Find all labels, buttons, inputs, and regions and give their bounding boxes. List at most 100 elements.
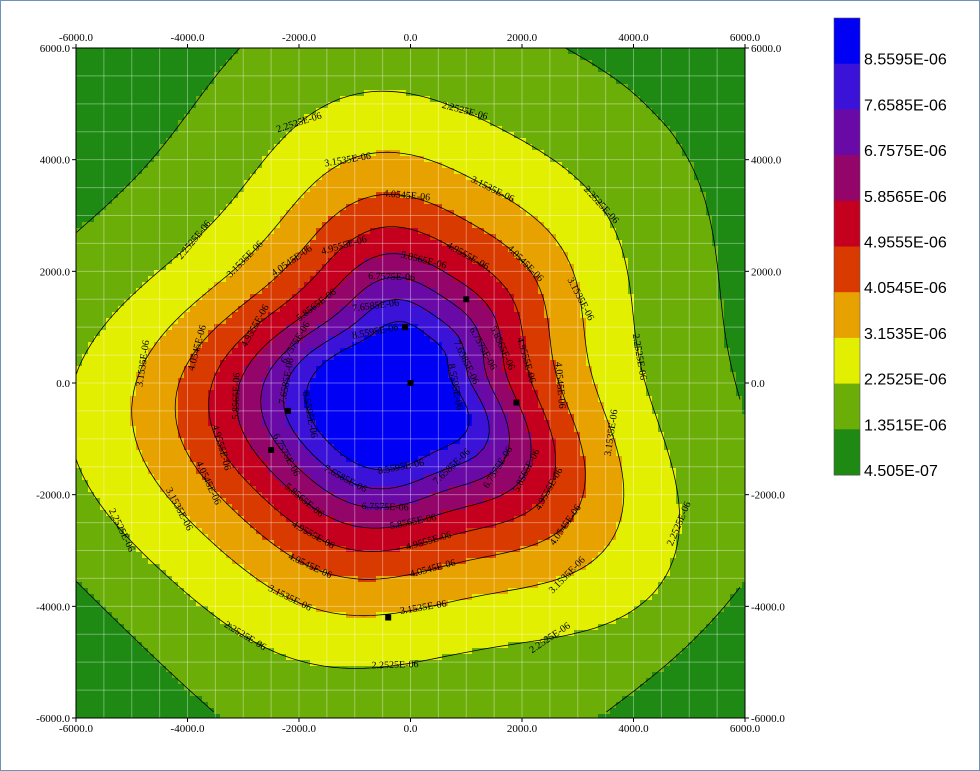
y-tick-label-right: -2000.0 (751, 490, 785, 502)
fill-band (544, 498, 581, 505)
fill-band (76, 294, 131, 301)
fill-band (316, 180, 479, 187)
fill-band (526, 348, 551, 355)
fill-band (520, 402, 539, 409)
fill-band (322, 462, 359, 469)
fill-band (190, 450, 227, 457)
fill-band (178, 390, 209, 397)
fill-band (178, 318, 227, 325)
fill-band (580, 432, 611, 439)
fill-band (76, 666, 167, 673)
fill-band (538, 582, 659, 589)
fill-band (442, 162, 563, 169)
fill-band (286, 324, 317, 331)
fill-band (478, 450, 509, 457)
fill-band (214, 216, 281, 223)
contour-line (236, 253, 532, 529)
fill-band (178, 384, 215, 391)
fill-band (538, 396, 563, 403)
fill-band (310, 378, 455, 385)
fill-band (178, 678, 647, 685)
fill-band (562, 396, 599, 403)
fill-band (514, 390, 539, 397)
fill-band (304, 498, 347, 505)
fill-band (244, 372, 269, 379)
fill-band (334, 288, 365, 295)
fill-band (676, 474, 745, 481)
fill-band (430, 234, 497, 241)
fill-band (136, 174, 251, 181)
fill-band (250, 360, 275, 367)
fill-band (106, 510, 185, 517)
fill-band (76, 396, 131, 403)
fill-band (550, 534, 617, 541)
fill-band (604, 414, 659, 421)
fill-band (280, 306, 311, 313)
fill-band (358, 198, 425, 205)
fill-band (700, 180, 745, 187)
fill-band (76, 144, 161, 151)
fill-band (76, 228, 203, 235)
fill-band (238, 390, 263, 397)
fill-band (442, 342, 461, 349)
fill-band (280, 444, 305, 451)
fill-band (526, 468, 557, 475)
fill-band (676, 486, 745, 493)
fill-band (292, 294, 329, 301)
legend-swatch (834, 337, 860, 385)
fill-band (622, 498, 677, 505)
fill-band (292, 126, 503, 133)
fill-band (280, 270, 317, 277)
fill-band (592, 366, 641, 373)
fill-band (652, 108, 745, 115)
fill-band (448, 360, 467, 367)
fill-band (544, 300, 581, 307)
fill-band (208, 606, 317, 613)
fill-band (466, 108, 653, 115)
fill-band (76, 252, 179, 259)
fill-band (238, 378, 263, 385)
fill-band (166, 666, 665, 673)
fill-band (172, 672, 653, 679)
fill-band (94, 216, 215, 223)
fill-band (718, 270, 745, 277)
fill-band (544, 306, 581, 313)
fill-band (178, 414, 209, 421)
fill-band (598, 552, 677, 559)
fill-band (730, 360, 745, 367)
fill-band (598, 714, 745, 718)
fill-band (520, 324, 551, 331)
fill-band (190, 690, 635, 697)
fill-band (286, 420, 317, 427)
fill-band (142, 168, 257, 175)
fill-band (160, 336, 209, 343)
fill-band (580, 294, 635, 301)
fill-band (262, 390, 287, 397)
fill-band (244, 474, 275, 481)
fill-band (76, 198, 113, 205)
fill-band (214, 282, 269, 289)
fill-band (268, 432, 299, 439)
fill-band (340, 162, 443, 169)
fill-band (76, 276, 149, 283)
fill-band (130, 534, 209, 541)
x-tick-label-top: 4000.0 (618, 32, 649, 44)
fill-band (622, 492, 677, 499)
fill-band (562, 528, 617, 535)
fill-band (76, 504, 101, 511)
fill-band (82, 474, 155, 481)
fill-band (76, 354, 83, 361)
fill-band (502, 240, 557, 247)
fill-band (76, 60, 227, 67)
fill-band (556, 444, 581, 451)
fill-band (286, 210, 341, 217)
fill-band (568, 258, 629, 265)
fill-band (628, 288, 719, 295)
fill-band (532, 462, 557, 469)
fill-band (358, 294, 443, 301)
fill-band (646, 372, 737, 379)
fill-band (310, 384, 455, 391)
fill-band (214, 426, 245, 433)
fill-band (340, 330, 377, 337)
fill-band (742, 396, 745, 403)
